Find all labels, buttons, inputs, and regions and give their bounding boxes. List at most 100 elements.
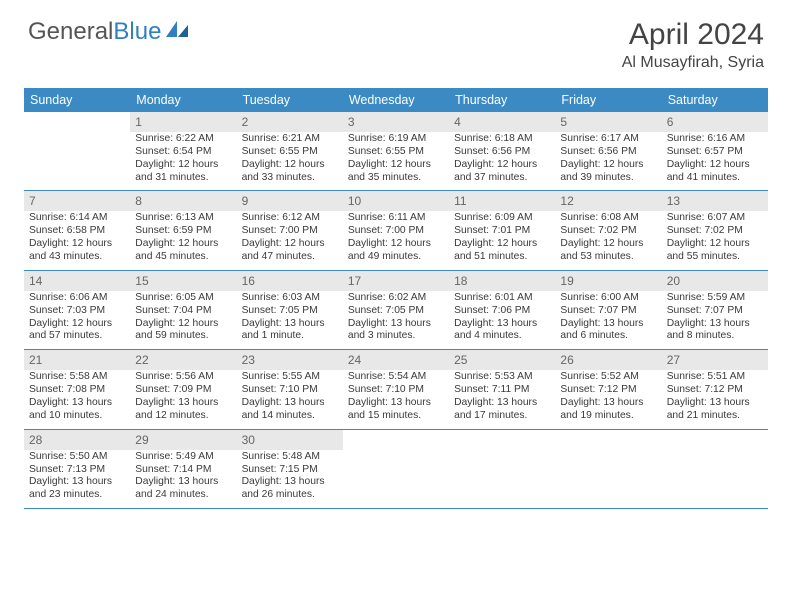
- day-number: 10: [343, 191, 449, 211]
- day-info: Sunrise: 6:17 AMSunset: 6:56 PMDaylight:…: [560, 133, 656, 184]
- day-cell: 20Sunrise: 5:59 AMSunset: 7:07 PMDayligh…: [662, 271, 768, 349]
- day-info: Sunrise: 6:09 AMSunset: 7:01 PMDaylight:…: [454, 212, 550, 263]
- day-cell: 26Sunrise: 5:52 AMSunset: 7:12 PMDayligh…: [555, 350, 661, 428]
- empty-cell: [449, 430, 555, 508]
- calendar: SundayMondayTuesdayWednesdayThursdayFrid…: [24, 88, 768, 509]
- day-number: 20: [662, 271, 768, 291]
- day-info: Sunrise: 6:11 AMSunset: 7:00 PMDaylight:…: [348, 212, 444, 263]
- week-row: 14Sunrise: 6:06 AMSunset: 7:03 PMDayligh…: [24, 271, 768, 350]
- day-number: 12: [555, 191, 661, 211]
- day-number: 24: [343, 350, 449, 370]
- day-info: Sunrise: 6:08 AMSunset: 7:02 PMDaylight:…: [560, 212, 656, 263]
- day-info: Sunrise: 6:06 AMSunset: 7:03 PMDaylight:…: [29, 292, 125, 343]
- day-info: Sunrise: 5:54 AMSunset: 7:10 PMDaylight:…: [348, 371, 444, 422]
- day-info: Sunrise: 6:13 AMSunset: 6:59 PMDaylight:…: [135, 212, 231, 263]
- week-row: 1Sunrise: 6:22 AMSunset: 6:54 PMDaylight…: [24, 112, 768, 191]
- day-cell: 7Sunrise: 6:14 AMSunset: 6:58 PMDaylight…: [24, 191, 130, 269]
- day-cell: 14Sunrise: 6:06 AMSunset: 7:03 PMDayligh…: [24, 271, 130, 349]
- week-row: 7Sunrise: 6:14 AMSunset: 6:58 PMDaylight…: [24, 191, 768, 270]
- day-number: 30: [237, 430, 343, 450]
- weekday-header: Thursday: [449, 88, 555, 112]
- day-cell: 13Sunrise: 6:07 AMSunset: 7:02 PMDayligh…: [662, 191, 768, 269]
- logo: GeneralBlue: [28, 18, 190, 46]
- weekday-header-row: SundayMondayTuesdayWednesdayThursdayFrid…: [24, 88, 768, 112]
- day-number: 18: [449, 271, 555, 291]
- day-number: 16: [237, 271, 343, 291]
- logo-text-blue: Blue: [113, 18, 161, 46]
- day-number: 29: [130, 430, 236, 450]
- logo-sail-icon: [164, 18, 190, 46]
- day-cell: 12Sunrise: 6:08 AMSunset: 7:02 PMDayligh…: [555, 191, 661, 269]
- day-cell: 1Sunrise: 6:22 AMSunset: 6:54 PMDaylight…: [130, 112, 236, 190]
- week-row: 28Sunrise: 5:50 AMSunset: 7:13 PMDayligh…: [24, 430, 768, 509]
- day-cell: 19Sunrise: 6:00 AMSunset: 7:07 PMDayligh…: [555, 271, 661, 349]
- day-number: 2: [237, 112, 343, 132]
- day-info: Sunrise: 5:51 AMSunset: 7:12 PMDaylight:…: [667, 371, 763, 422]
- day-cell: 23Sunrise: 5:55 AMSunset: 7:10 PMDayligh…: [237, 350, 343, 428]
- day-info: Sunrise: 6:18 AMSunset: 6:56 PMDaylight:…: [454, 133, 550, 184]
- day-info: Sunrise: 6:14 AMSunset: 6:58 PMDaylight:…: [29, 212, 125, 263]
- day-info: Sunrise: 6:05 AMSunset: 7:04 PMDaylight:…: [135, 292, 231, 343]
- day-cell: 24Sunrise: 5:54 AMSunset: 7:10 PMDayligh…: [343, 350, 449, 428]
- day-number: 5: [555, 112, 661, 132]
- day-number: 14: [24, 271, 130, 291]
- day-number: 28: [24, 430, 130, 450]
- day-cell: 15Sunrise: 6:05 AMSunset: 7:04 PMDayligh…: [130, 271, 236, 349]
- day-number: 7: [24, 191, 130, 211]
- day-cell: 29Sunrise: 5:49 AMSunset: 7:14 PMDayligh…: [130, 430, 236, 508]
- day-cell: 18Sunrise: 6:01 AMSunset: 7:06 PMDayligh…: [449, 271, 555, 349]
- weekday-header: Monday: [130, 88, 236, 112]
- day-info: Sunrise: 6:16 AMSunset: 6:57 PMDaylight:…: [667, 133, 763, 184]
- day-cell: 8Sunrise: 6:13 AMSunset: 6:59 PMDaylight…: [130, 191, 236, 269]
- day-cell: 28Sunrise: 5:50 AMSunset: 7:13 PMDayligh…: [24, 430, 130, 508]
- weekday-header: Saturday: [662, 88, 768, 112]
- day-cell: 30Sunrise: 5:48 AMSunset: 7:15 PMDayligh…: [237, 430, 343, 508]
- day-cell: 22Sunrise: 5:56 AMSunset: 7:09 PMDayligh…: [130, 350, 236, 428]
- day-number: 8: [130, 191, 236, 211]
- day-info: Sunrise: 5:56 AMSunset: 7:09 PMDaylight:…: [135, 371, 231, 422]
- day-info: Sunrise: 6:19 AMSunset: 6:55 PMDaylight:…: [348, 133, 444, 184]
- day-number: 27: [662, 350, 768, 370]
- day-number: 15: [130, 271, 236, 291]
- day-info: Sunrise: 6:07 AMSunset: 7:02 PMDaylight:…: [667, 212, 763, 263]
- day-cell: 27Sunrise: 5:51 AMSunset: 7:12 PMDayligh…: [662, 350, 768, 428]
- day-cell: 16Sunrise: 6:03 AMSunset: 7:05 PMDayligh…: [237, 271, 343, 349]
- day-cell: 9Sunrise: 6:12 AMSunset: 7:00 PMDaylight…: [237, 191, 343, 269]
- weeks-container: 1Sunrise: 6:22 AMSunset: 6:54 PMDaylight…: [24, 112, 768, 509]
- day-number: 26: [555, 350, 661, 370]
- day-number: 6: [662, 112, 768, 132]
- day-info: Sunrise: 6:21 AMSunset: 6:55 PMDaylight:…: [242, 133, 338, 184]
- day-cell: 21Sunrise: 5:58 AMSunset: 7:08 PMDayligh…: [24, 350, 130, 428]
- day-number: 11: [449, 191, 555, 211]
- day-info: Sunrise: 6:02 AMSunset: 7:05 PMDaylight:…: [348, 292, 444, 343]
- day-info: Sunrise: 6:12 AMSunset: 7:00 PMDaylight:…: [242, 212, 338, 263]
- logo-text-general: General: [28, 18, 113, 46]
- empty-cell: [662, 430, 768, 508]
- day-number: 23: [237, 350, 343, 370]
- day-info: Sunrise: 5:48 AMSunset: 7:15 PMDaylight:…: [242, 451, 338, 502]
- location-label: Al Musayfirah, Syria: [622, 54, 764, 72]
- weekday-header: Friday: [555, 88, 661, 112]
- day-number: 19: [555, 271, 661, 291]
- day-info: Sunrise: 5:53 AMSunset: 7:11 PMDaylight:…: [454, 371, 550, 422]
- day-cell: 11Sunrise: 6:09 AMSunset: 7:01 PMDayligh…: [449, 191, 555, 269]
- day-number: 22: [130, 350, 236, 370]
- day-cell: 3Sunrise: 6:19 AMSunset: 6:55 PMDaylight…: [343, 112, 449, 190]
- day-cell: 25Sunrise: 5:53 AMSunset: 7:11 PMDayligh…: [449, 350, 555, 428]
- empty-cell: [24, 112, 130, 190]
- day-cell: 2Sunrise: 6:21 AMSunset: 6:55 PMDaylight…: [237, 112, 343, 190]
- day-info: Sunrise: 5:55 AMSunset: 7:10 PMDaylight:…: [242, 371, 338, 422]
- day-number: 4: [449, 112, 555, 132]
- day-number: 21: [24, 350, 130, 370]
- empty-cell: [555, 430, 661, 508]
- week-row: 21Sunrise: 5:58 AMSunset: 7:08 PMDayligh…: [24, 350, 768, 429]
- day-number: 13: [662, 191, 768, 211]
- empty-cell: [343, 430, 449, 508]
- day-info: Sunrise: 6:03 AMSunset: 7:05 PMDaylight:…: [242, 292, 338, 343]
- day-info: Sunrise: 5:49 AMSunset: 7:14 PMDaylight:…: [135, 451, 231, 502]
- day-info: Sunrise: 6:00 AMSunset: 7:07 PMDaylight:…: [560, 292, 656, 343]
- month-title: April 2024: [622, 18, 764, 52]
- weekday-header: Sunday: [24, 88, 130, 112]
- day-cell: 6Sunrise: 6:16 AMSunset: 6:57 PMDaylight…: [662, 112, 768, 190]
- day-info: Sunrise: 6:22 AMSunset: 6:54 PMDaylight:…: [135, 133, 231, 184]
